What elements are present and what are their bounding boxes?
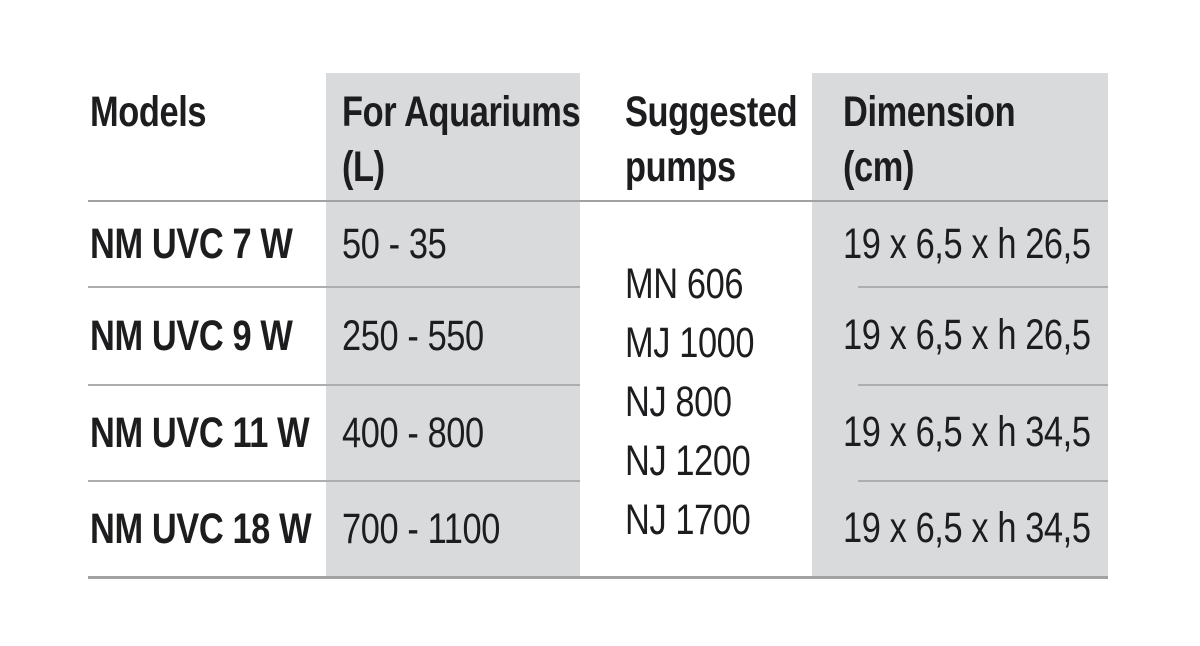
dimension-value: 19 x 6,5 x h 26,5 xyxy=(843,219,1091,268)
header-line: (cm) xyxy=(843,143,915,191)
aquariums-value: 700 - 1100 xyxy=(342,504,500,553)
pump-item: NJ 1700 xyxy=(625,495,751,544)
model-cell: NM UVC 11 W xyxy=(88,384,326,480)
dimension-value: 19 x 6,5 x h 34,5 xyxy=(843,407,1091,456)
aquariums-value: 50 - 35 xyxy=(342,219,447,268)
column-header-pumps-text: Suggested pumps xyxy=(625,85,798,195)
pump-item: MN 606 xyxy=(625,259,744,308)
column-header-dimension-text: Dimension (cm) xyxy=(843,85,1016,195)
header-line: Dimension xyxy=(843,88,1016,136)
aquariums-value: 250 - 550 xyxy=(342,311,484,360)
model-name: NM UVC 9 W xyxy=(90,311,293,360)
spec-table: Models For Aquariums (L) Suggested pumps… xyxy=(88,73,1108,579)
column-header-models-text: Models xyxy=(90,85,207,140)
dimension-value: 19 x 6,5 x h 34,5 xyxy=(843,503,1091,552)
pump-item: NJ 800 xyxy=(625,377,732,426)
model-cell: NM UVC 7 W xyxy=(88,202,326,286)
header-line: For Aquariums xyxy=(342,88,581,136)
dimension-value: 19 x 6,5 x h 26,5 xyxy=(843,310,1091,359)
pump-item: MJ 1000 xyxy=(625,318,755,367)
column-header-aquariums: For Aquariums (L) xyxy=(326,73,581,202)
pumps-cell: MN 606 MJ 1000 NJ 800 NJ 1200 NJ 1700 xyxy=(580,202,812,576)
aquariums-cell: 400 - 800 xyxy=(326,384,580,480)
pump-item: NJ 1200 xyxy=(625,436,751,485)
header-line: Suggested xyxy=(625,88,798,136)
dimension-cell: 19 x 6,5 x h 34,5 xyxy=(812,384,1108,480)
dimension-cell: 19 x 6,5 x h 26,5 xyxy=(812,286,1108,384)
header-line: (L) xyxy=(342,143,385,191)
aquariums-cell: 50 - 35 xyxy=(326,202,580,286)
aquariums-cell: 700 - 1100 xyxy=(326,480,580,576)
column-header-dimension: Dimension (cm) xyxy=(812,73,1108,202)
column-header-models: Models xyxy=(88,73,326,202)
model-cell: NM UVC 9 W xyxy=(88,286,326,384)
model-name: NM UVC 18 W xyxy=(90,504,312,553)
model-name: NM UVC 7 W xyxy=(90,219,293,268)
pump-list: MN 606 MJ 1000 NJ 800 NJ 1200 NJ 1700 xyxy=(625,255,755,550)
header-line: Models xyxy=(90,88,207,136)
column-header-aquariums-text: For Aquariums (L) xyxy=(342,85,581,195)
header-line: pumps xyxy=(625,143,736,191)
aquariums-value: 400 - 800 xyxy=(342,408,484,457)
model-cell: NM UVC 18 W xyxy=(88,480,326,576)
column-header-pumps: Suggested pumps xyxy=(580,73,812,202)
aquariums-cell: 250 - 550 xyxy=(326,286,580,384)
dimension-cell: 19 x 6,5 x h 34,5 xyxy=(812,480,1108,576)
model-name: NM UVC 11 W xyxy=(90,408,310,457)
dimension-cell: 19 x 6,5 x h 26,5 xyxy=(812,202,1108,286)
